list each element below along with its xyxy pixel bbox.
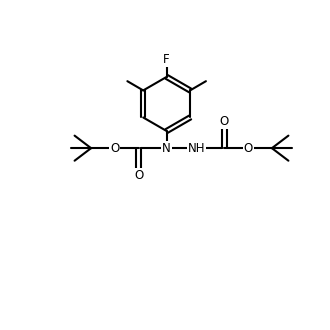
Text: O: O [134,169,143,182]
Text: N: N [162,142,171,155]
Text: NH: NH [187,142,205,155]
Text: O: O [220,115,229,128]
Text: F: F [163,53,170,66]
Text: O: O [244,142,253,155]
Text: O: O [110,142,119,155]
